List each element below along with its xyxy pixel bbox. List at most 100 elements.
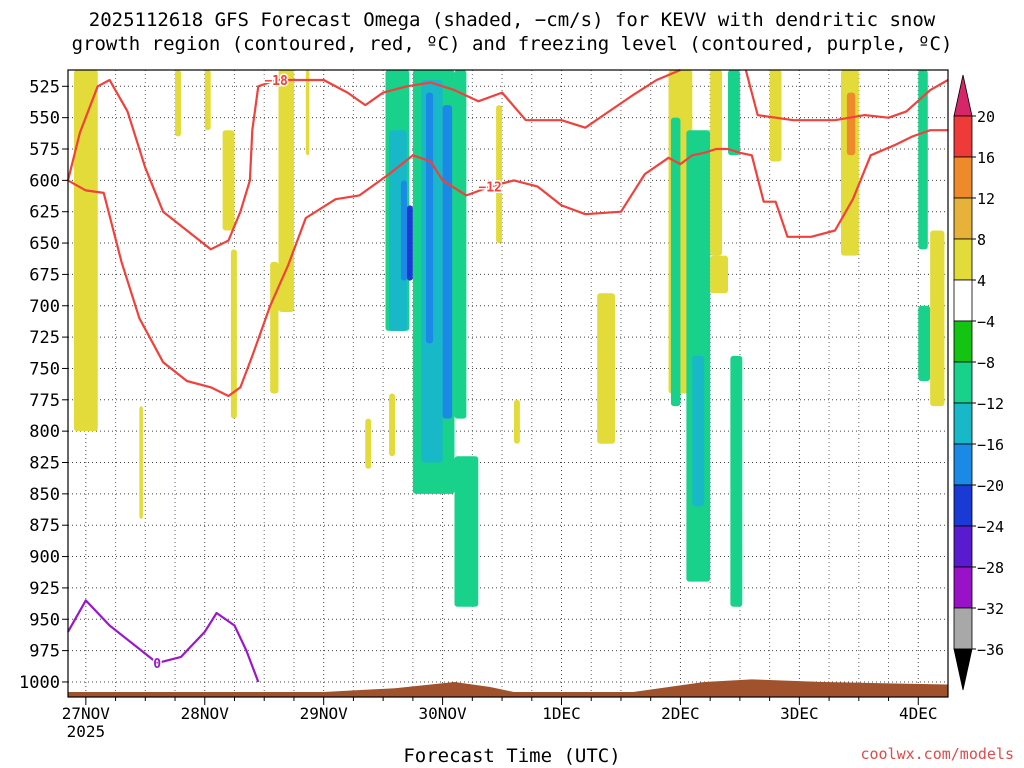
x-tick-label: 30NOV (419, 704, 468, 723)
colorbar-label: −36 (977, 641, 1004, 659)
colorbar-segment (953, 443, 973, 486)
colorbar-label: −8 (977, 354, 995, 372)
contour-label: −12 (478, 181, 501, 196)
y-tick-label: 725 (29, 328, 60, 348)
colorbar-segment (953, 197, 973, 240)
colorbar-label: 20 (977, 108, 995, 126)
contour-line (66, 68, 681, 251)
omega-cell (73, 70, 98, 432)
y-tick-label: 675 (29, 265, 60, 285)
x-tick-label: 29NOV (300, 704, 349, 723)
omega-cell (139, 406, 143, 519)
omega-cell (597, 293, 616, 444)
y-tick-label: 875 (29, 516, 60, 536)
colorbar-arrow-bottom (953, 648, 973, 691)
colorbar-segment (953, 607, 973, 650)
contour-label: 0 (153, 657, 161, 672)
omega-cell (730, 355, 743, 607)
omega-cell (230, 249, 237, 419)
colorbar-segment (953, 402, 973, 445)
omega-cell (918, 305, 931, 381)
omega-cell (204, 70, 211, 131)
omega-cell (400, 180, 407, 281)
x-axis-title: Forecast Time (UTC) (403, 745, 621, 767)
x-tick-label: 3DEC (780, 704, 819, 723)
colorbar-segment (953, 279, 973, 322)
y-tick-label: 550 (29, 109, 60, 129)
colorbar-segment (953, 238, 973, 281)
omega-cell (365, 418, 372, 469)
colorbar-label: 12 (977, 190, 995, 208)
colorbar-segment (953, 566, 973, 609)
colorbar-label: −28 (977, 559, 1004, 577)
colorbar-label: 4 (977, 272, 986, 290)
omega-cell (513, 399, 520, 444)
colorbar-segment (953, 115, 973, 158)
y-tick-label: 950 (29, 610, 60, 630)
terrain-surface (68, 679, 948, 697)
omega-cell (222, 130, 235, 231)
y-tick-label: 625 (29, 203, 60, 223)
omega-cell (728, 70, 740, 156)
colorbar-label: −24 (977, 518, 1004, 536)
y-tick-label: 575 (29, 140, 60, 160)
colorbar-label: −4 (977, 313, 995, 331)
colorbar-segment (953, 156, 973, 199)
y-tick-label: 850 (29, 485, 60, 505)
y-tick-label: 775 (29, 391, 60, 411)
colorbar-arrow-top (953, 74, 973, 117)
y-tick-label: 900 (29, 548, 60, 568)
colorbar-label: 8 (977, 231, 986, 249)
colorbar-segment (953, 361, 973, 404)
x-tick-label: 1DEC (542, 704, 581, 723)
y-tick-label: 700 (29, 297, 60, 317)
chart-title-line2: growth region (contoured, red, ºC) and f… (71, 33, 953, 55)
y-tick-label: 600 (29, 171, 60, 191)
colorbar-segment (953, 484, 973, 527)
contour-line (744, 69, 949, 122)
omega-cell (406, 205, 413, 281)
y-tick-label: 975 (29, 642, 60, 662)
y-tick-label: 800 (29, 422, 60, 442)
omega-cell (389, 393, 396, 457)
contour-line (67, 599, 260, 683)
omega-cell (769, 70, 782, 162)
omega-cell (930, 230, 945, 407)
omega-cell (670, 117, 681, 407)
omega-cell (305, 70, 310, 156)
contour-label: −18 (264, 74, 288, 89)
y-tick-label: 525 (29, 77, 60, 97)
omega-cell (496, 105, 503, 244)
omega-cell (454, 70, 467, 419)
colorbar-segment (953, 525, 973, 568)
y-tick-label: 925 (29, 579, 60, 599)
credit-link[interactable]: coolwx.com/models (860, 745, 1014, 763)
omega-cell (389, 130, 407, 331)
x-tick-year: 2025 (67, 722, 106, 741)
colorbar-label: −20 (977, 477, 1004, 495)
y-tick-label: 1000 (19, 673, 60, 693)
omega-cell (710, 70, 723, 256)
y-tick-label: 650 (29, 234, 60, 254)
omega-cell (278, 70, 294, 313)
y-tick-label: 825 (29, 454, 60, 474)
omega-cell (454, 456, 479, 607)
x-tick-label: 27NOV (62, 704, 111, 723)
contour-line (67, 129, 948, 398)
omega-cell (425, 92, 434, 344)
omega-cell (692, 355, 705, 507)
omega-cell (710, 255, 728, 294)
x-tick-label: 2DEC (661, 704, 700, 723)
colorbar-segment (953, 320, 973, 363)
omega-cell (270, 261, 279, 394)
colorbar-label: −16 (977, 436, 1004, 454)
omega-cell (918, 70, 928, 250)
plot-frame (67, 69, 949, 698)
omega-cell (442, 105, 453, 419)
colorbar-label: 16 (977, 149, 995, 167)
chart-title-line1: 2025112618 GFS Forecast Omega (shaded, −… (88, 9, 936, 31)
colorbar-label: −32 (977, 600, 1004, 618)
colorbar-label: −12 (977, 395, 1004, 413)
y-tick-label: 750 (29, 359, 60, 379)
